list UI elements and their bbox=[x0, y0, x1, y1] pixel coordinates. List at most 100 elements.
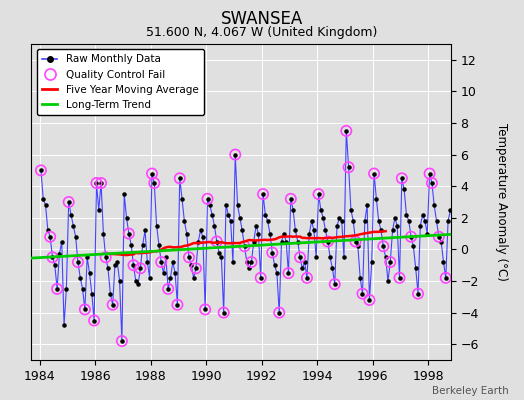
Point bbox=[164, 286, 172, 292]
Point bbox=[379, 243, 388, 250]
Point bbox=[400, 186, 408, 192]
Point bbox=[354, 243, 362, 250]
Point bbox=[414, 290, 422, 297]
Point bbox=[308, 218, 316, 224]
Point bbox=[48, 254, 57, 260]
Point bbox=[337, 218, 346, 224]
Point bbox=[192, 265, 200, 272]
Point bbox=[190, 275, 198, 281]
Point bbox=[196, 227, 205, 234]
Point bbox=[113, 259, 122, 265]
Point bbox=[152, 222, 161, 229]
Point bbox=[257, 275, 265, 281]
Point bbox=[37, 167, 45, 174]
Point bbox=[370, 170, 378, 177]
Point bbox=[238, 227, 246, 234]
Point bbox=[74, 259, 82, 265]
Point bbox=[277, 238, 286, 245]
Point bbox=[173, 302, 182, 308]
Point bbox=[150, 180, 158, 186]
Point bbox=[241, 243, 249, 250]
Text: 51.600 N, 4.067 W (United Kingdom): 51.600 N, 4.067 W (United Kingdom) bbox=[146, 26, 378, 39]
Point bbox=[331, 281, 339, 287]
Point bbox=[349, 218, 357, 224]
Point bbox=[85, 270, 94, 276]
Point bbox=[199, 234, 207, 240]
Point bbox=[282, 238, 290, 245]
Point bbox=[411, 265, 420, 272]
Point bbox=[125, 230, 133, 237]
Point bbox=[220, 310, 228, 316]
Point bbox=[393, 222, 401, 229]
Point bbox=[171, 270, 179, 276]
Point bbox=[141, 227, 149, 234]
Point bbox=[405, 218, 413, 224]
Point bbox=[293, 238, 302, 245]
Point bbox=[215, 249, 223, 256]
Point bbox=[69, 222, 78, 229]
Text: Berkeley Earth: Berkeley Earth bbox=[432, 386, 508, 396]
Point bbox=[79, 286, 87, 292]
Point bbox=[37, 167, 45, 174]
Point bbox=[94, 207, 103, 213]
Point bbox=[108, 302, 117, 308]
Text: SWANSEA: SWANSEA bbox=[221, 10, 303, 28]
Point bbox=[416, 222, 424, 229]
Point bbox=[425, 170, 434, 177]
Point bbox=[224, 212, 233, 218]
Point bbox=[192, 265, 200, 272]
Point bbox=[90, 317, 99, 324]
Point bbox=[266, 230, 274, 237]
Point bbox=[291, 227, 300, 234]
Legend: Raw Monthly Data, Quality Control Fail, Five Year Moving Average, Long-Term Tren: Raw Monthly Data, Quality Control Fail, … bbox=[37, 49, 204, 115]
Point bbox=[305, 230, 313, 237]
Point bbox=[289, 207, 297, 213]
Point bbox=[205, 202, 214, 208]
Point bbox=[164, 286, 172, 292]
Point bbox=[409, 243, 418, 250]
Point bbox=[39, 196, 48, 202]
Point bbox=[395, 275, 403, 281]
Point bbox=[361, 218, 369, 224]
Point bbox=[375, 218, 383, 224]
Point bbox=[157, 259, 166, 265]
Point bbox=[173, 302, 182, 308]
Point bbox=[233, 202, 242, 208]
Point bbox=[264, 218, 272, 224]
Point bbox=[303, 275, 311, 281]
Point bbox=[213, 238, 221, 245]
Point bbox=[384, 278, 392, 284]
Point bbox=[363, 202, 372, 208]
Point bbox=[245, 265, 253, 272]
Point bbox=[155, 242, 163, 248]
Point bbox=[74, 259, 82, 265]
Point bbox=[434, 234, 443, 240]
Point bbox=[287, 196, 295, 202]
Point bbox=[428, 180, 436, 186]
Point bbox=[316, 207, 325, 213]
Point bbox=[187, 262, 195, 268]
Point bbox=[71, 234, 80, 240]
Point bbox=[449, 212, 457, 218]
Point bbox=[213, 238, 221, 245]
Point bbox=[146, 275, 154, 281]
Point bbox=[88, 290, 96, 297]
Point bbox=[365, 297, 374, 303]
Point bbox=[162, 254, 170, 260]
Point bbox=[284, 270, 292, 276]
Point bbox=[370, 170, 378, 177]
Point bbox=[402, 212, 411, 218]
Point bbox=[236, 214, 244, 221]
Point bbox=[358, 290, 367, 297]
Point bbox=[407, 234, 416, 240]
Point bbox=[303, 275, 311, 281]
Point bbox=[231, 151, 239, 158]
Point bbox=[132, 278, 140, 284]
Point bbox=[166, 275, 174, 281]
Point bbox=[398, 175, 406, 182]
Point bbox=[296, 254, 304, 260]
Point bbox=[428, 180, 436, 186]
Point bbox=[259, 191, 267, 197]
Point bbox=[115, 278, 124, 284]
Point bbox=[203, 196, 212, 202]
